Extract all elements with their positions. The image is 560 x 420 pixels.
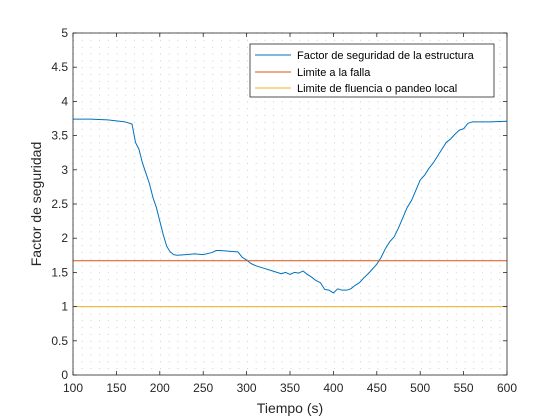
x-tick-label: 350 <box>280 381 300 395</box>
series-layer <box>73 118 507 308</box>
y-tick-label: 3 <box>61 163 68 177</box>
y-tick-label: 4 <box>61 94 68 108</box>
y-tick-label: 0.5 <box>51 334 68 348</box>
x-tick-label: 300 <box>237 381 257 395</box>
legend-label-limite-falla: Limite a la falla <box>297 67 371 79</box>
x-tick-label: 600 <box>497 381 517 395</box>
y-tick-label: 1 <box>61 300 68 314</box>
x-tick-label: 500 <box>410 381 430 395</box>
series-line-0 <box>73 118 507 294</box>
legend-label-limite-fluencia: Limite de fluencia o pandeo local <box>297 83 457 95</box>
y-tick-label: 1.5 <box>51 265 68 279</box>
legend-label-factor-seguridad: Factor de seguridad de la estructura <box>297 50 475 62</box>
x-tick-label: 100 <box>63 381 83 395</box>
y-tick-label: 4.5 <box>51 60 68 74</box>
legend: Factor de seguridad de la estructura Lim… <box>249 43 495 98</box>
x-tick-label: 400 <box>323 381 343 395</box>
y-tick-label: 0 <box>61 368 68 382</box>
y-axis-ticks: 0 0.5 1 1.5 2 2.5 3 3.5 4 4.5 5 <box>51 26 507 382</box>
x-tick-label: 450 <box>367 381 387 395</box>
y-tick-label: 3.5 <box>51 129 68 143</box>
y-axis-label: Factor de seguridad <box>28 142 44 267</box>
x-axis-label: Tiempo (s) <box>257 400 323 416</box>
x-axis-ticks: 100 150 200 250 300 350 400 450 500 550 600 <box>63 33 517 395</box>
y-tick-label: 2 <box>61 231 68 245</box>
x-tick-label: 150 <box>106 381 126 395</box>
y-tick-label: 2.5 <box>51 197 68 211</box>
x-tick-label: 550 <box>454 381 474 395</box>
x-tick-label: 250 <box>193 381 213 395</box>
y-tick-label: 5 <box>61 26 68 40</box>
x-tick-label: 200 <box>150 381 170 395</box>
